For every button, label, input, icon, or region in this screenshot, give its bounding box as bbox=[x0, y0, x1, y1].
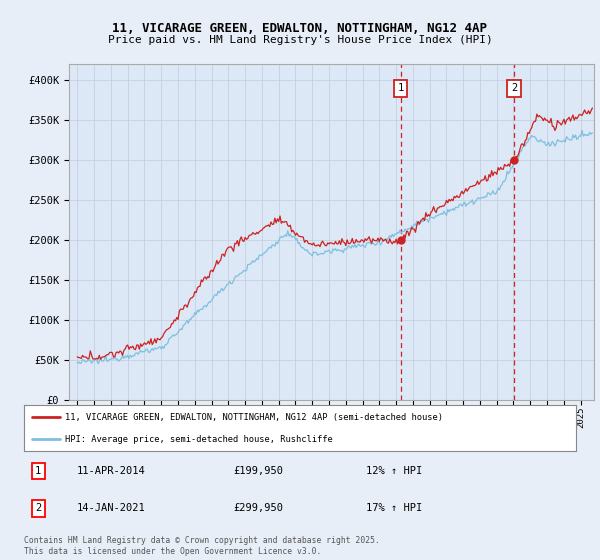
Text: Price paid vs. HM Land Registry's House Price Index (HPI): Price paid vs. HM Land Registry's House … bbox=[107, 35, 493, 45]
Text: 11, VICARAGE GREEN, EDWALTON, NOTTINGHAM, NG12 4AP: 11, VICARAGE GREEN, EDWALTON, NOTTINGHAM… bbox=[113, 22, 487, 35]
Text: 11, VICARAGE GREEN, EDWALTON, NOTTINGHAM, NG12 4AP (semi-detached house): 11, VICARAGE GREEN, EDWALTON, NOTTINGHAM… bbox=[65, 413, 443, 422]
Text: Contains HM Land Registry data © Crown copyright and database right 2025.
This d: Contains HM Land Registry data © Crown c… bbox=[24, 536, 380, 556]
Text: 2: 2 bbox=[511, 83, 517, 94]
Text: HPI: Average price, semi-detached house, Rushcliffe: HPI: Average price, semi-detached house,… bbox=[65, 435, 333, 444]
Text: 1: 1 bbox=[397, 83, 404, 94]
Text: £199,950: £199,950 bbox=[234, 466, 284, 476]
Text: 11-APR-2014: 11-APR-2014 bbox=[76, 466, 145, 476]
Text: 17% ↑ HPI: 17% ↑ HPI bbox=[366, 503, 422, 513]
Text: 14-JAN-2021: 14-JAN-2021 bbox=[76, 503, 145, 513]
Text: 12% ↑ HPI: 12% ↑ HPI bbox=[366, 466, 422, 476]
Text: 1: 1 bbox=[35, 466, 41, 476]
Text: £299,950: £299,950 bbox=[234, 503, 284, 513]
Text: 2: 2 bbox=[35, 503, 41, 513]
